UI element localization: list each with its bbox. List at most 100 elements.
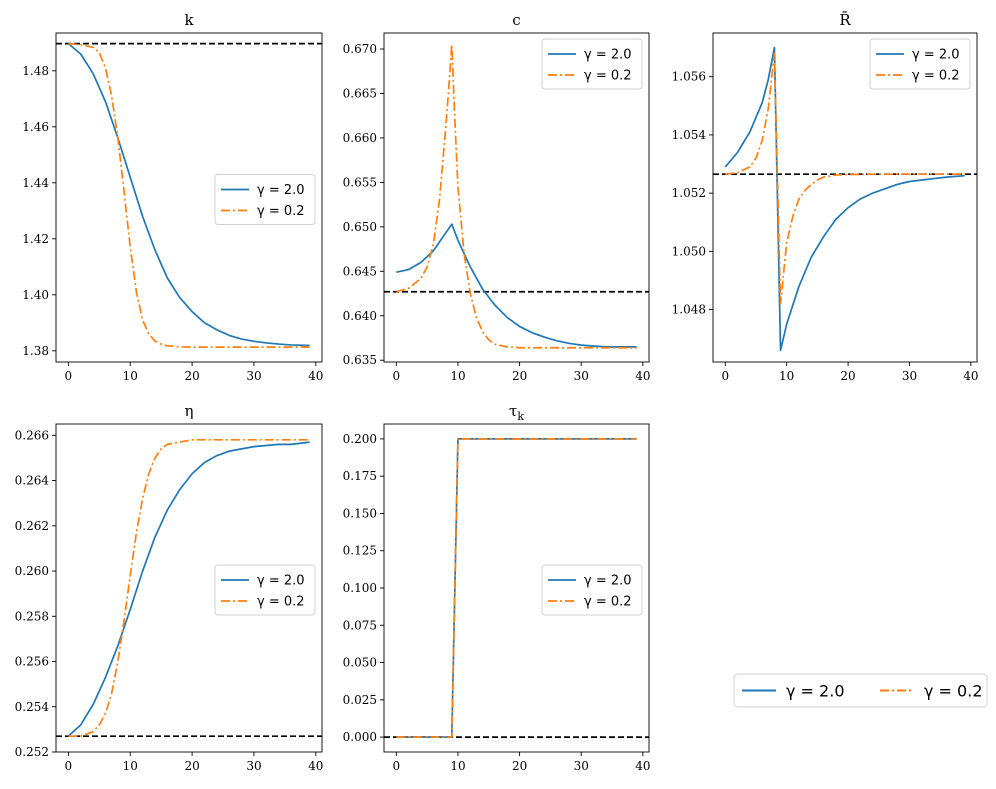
x-tick-label: 20: [512, 369, 527, 383]
x-tick-label: 0: [721, 369, 729, 383]
x-tick-label: 40: [308, 369, 323, 383]
panel-title: η: [185, 402, 194, 420]
axes-frame: [55, 32, 323, 363]
y-tick-label: 1.44: [22, 176, 49, 190]
x-tick-label: 40: [635, 759, 650, 773]
y-tick-label: 1.40: [22, 288, 49, 302]
y-tick-label: 1.46: [22, 120, 49, 134]
legend: γ = 2.0 γ = 0.2: [869, 38, 971, 90]
chart-panel-2: 0 10 20 30 40 0.635 0.640 0.645 0.650 0.655 0.660 0…: [343, 11, 651, 383]
y-tick-label: 0.254: [15, 700, 50, 714]
x-tick-label: 20: [184, 759, 199, 773]
axes-frame: [383, 32, 650, 363]
x-tick-label: 30: [902, 369, 917, 383]
y-tick-label: 0.100: [343, 581, 377, 595]
y-tick-label: 0.200: [343, 432, 377, 446]
y-tick-label: 1.052: [672, 186, 706, 200]
panel-title: k: [184, 11, 194, 29]
legend-label: γ = 0.2: [912, 69, 960, 84]
series-line-gamma-2-0: [67, 42, 310, 347]
x-tick-label: 0: [65, 369, 73, 383]
legend: γ = 2.0 γ = 0.2: [214, 564, 316, 616]
x-tick-label: 10: [123, 369, 138, 383]
y-tick-label: 0.670: [343, 42, 377, 56]
legend-label: γ = 0.2: [257, 204, 305, 219]
x-tick-label: 20: [184, 369, 199, 383]
y-tick-label: 0.125: [343, 544, 377, 558]
y-tick-label: 0.650: [343, 220, 377, 234]
legend-label: γ = 0.2: [584, 595, 632, 610]
y-tick-label: 0.075: [343, 618, 377, 632]
x-tick-label: 10: [779, 369, 794, 383]
y-tick-label: 1.48: [22, 64, 49, 78]
y-tick-label: 0.256: [15, 655, 49, 669]
y-tick-label: 0.266: [15, 428, 49, 442]
x-tick-label: 40: [308, 759, 323, 773]
x-tick-label: 20: [512, 759, 527, 773]
legend: γ = 2.0 γ = 0.2: [541, 38, 643, 90]
y-tick-label: 1.054: [672, 128, 707, 142]
series-line-gamma-0-2: [396, 43, 637, 349]
x-tick-label: 10: [123, 759, 138, 773]
legend-label: γ = 0.2: [257, 595, 305, 610]
x-tick-label: 40: [963, 369, 978, 383]
x-tick-label: 0: [65, 759, 73, 773]
y-tick-label: 1.42: [22, 232, 49, 246]
y-tick-label: 0.640: [343, 309, 377, 323]
series-line-gamma-0-2: [725, 52, 965, 305]
y-tick-label: 0.645: [343, 264, 377, 278]
legend-label: γ = 2.0: [257, 183, 305, 198]
y-tick-label: 1.048: [672, 303, 706, 317]
chart-panel-4: 0 10 20 30 40 0.252 0.254 0.256 0.258 0.260 0.262 0…: [15, 402, 324, 773]
y-tick-label: 0.000: [343, 730, 377, 744]
chart-panel-3: 0 10 20 30 40 1.048 1.050 1.052 1.054 1.056 R̄ γ = …: [672, 11, 979, 383]
legend-label: γ = 2.0: [912, 48, 960, 63]
legend: γ = 2.0 γ = 0.2: [214, 174, 316, 225]
y-tick-label: 0.150: [343, 506, 377, 520]
y-tick-label: 0.665: [343, 86, 377, 100]
y-tick-label: 0.025: [343, 693, 377, 707]
y-tick-label: 0.175: [343, 469, 377, 483]
x-tick-label: 30: [246, 759, 261, 773]
x-tick-label: 30: [574, 759, 589, 773]
figure-legend-label: γ = 2.0: [786, 682, 845, 701]
x-tick-label: 30: [246, 369, 261, 383]
y-tick-label: 1.050: [672, 244, 706, 258]
legend-label: γ = 0.2: [584, 69, 632, 84]
panel-title: c: [512, 11, 520, 29]
legend: γ = 2.0 γ = 0.2: [541, 564, 643, 616]
x-tick-label: 40: [635, 369, 650, 383]
panel-title: τk: [509, 402, 524, 423]
y-tick-label: 0.260: [15, 564, 49, 578]
y-tick-label: 0.635: [343, 353, 377, 367]
y-tick-label: 0.264: [15, 474, 50, 488]
y-tick-label: 1.056: [672, 70, 706, 84]
y-tick-label: 1.38: [22, 344, 49, 358]
x-tick-label: 10: [450, 369, 465, 383]
legend-label: γ = 2.0: [584, 574, 632, 589]
y-tick-label: 0.660: [343, 131, 377, 145]
chart-panel-1: 0 10 20 30 40 1.38 1.40 1.42 1.44 1.46 1.48 k γ = 2.…: [22, 11, 323, 383]
series-line-gamma-2-0: [67, 441, 310, 737]
y-tick-label: 0.655: [343, 175, 377, 189]
axes-frame: [55, 423, 323, 753]
chart-panel-5: 0 10 20 30 40 0.000 0.025 0.050 0.075 0.100 0.125 0…: [343, 402, 651, 773]
series-line-gamma-2-0: [396, 223, 637, 348]
axes-frame: [712, 32, 978, 363]
series-line-gamma-0-2: [68, 438, 310, 738]
x-tick-label: 20: [840, 369, 855, 383]
x-tick-label: 30: [574, 369, 589, 383]
y-tick-label: 0.262: [15, 519, 49, 533]
panel-title: R̄: [839, 11, 851, 29]
legend-label: γ = 2.0: [257, 574, 305, 589]
x-tick-label: 0: [393, 759, 401, 773]
series-line-gamma-2-0: [724, 46, 965, 352]
series-line-gamma-0-2: [396, 438, 637, 738]
series-line-gamma-0-2: [68, 42, 310, 349]
x-tick-label: 0: [393, 369, 401, 383]
figure-legend-label: γ = 0.2: [924, 682, 983, 701]
y-tick-label: 0.252: [15, 745, 49, 759]
figure-legend: γ = 2.0 γ = 0.2: [733, 673, 988, 708]
y-tick-label: 0.258: [15, 609, 49, 623]
